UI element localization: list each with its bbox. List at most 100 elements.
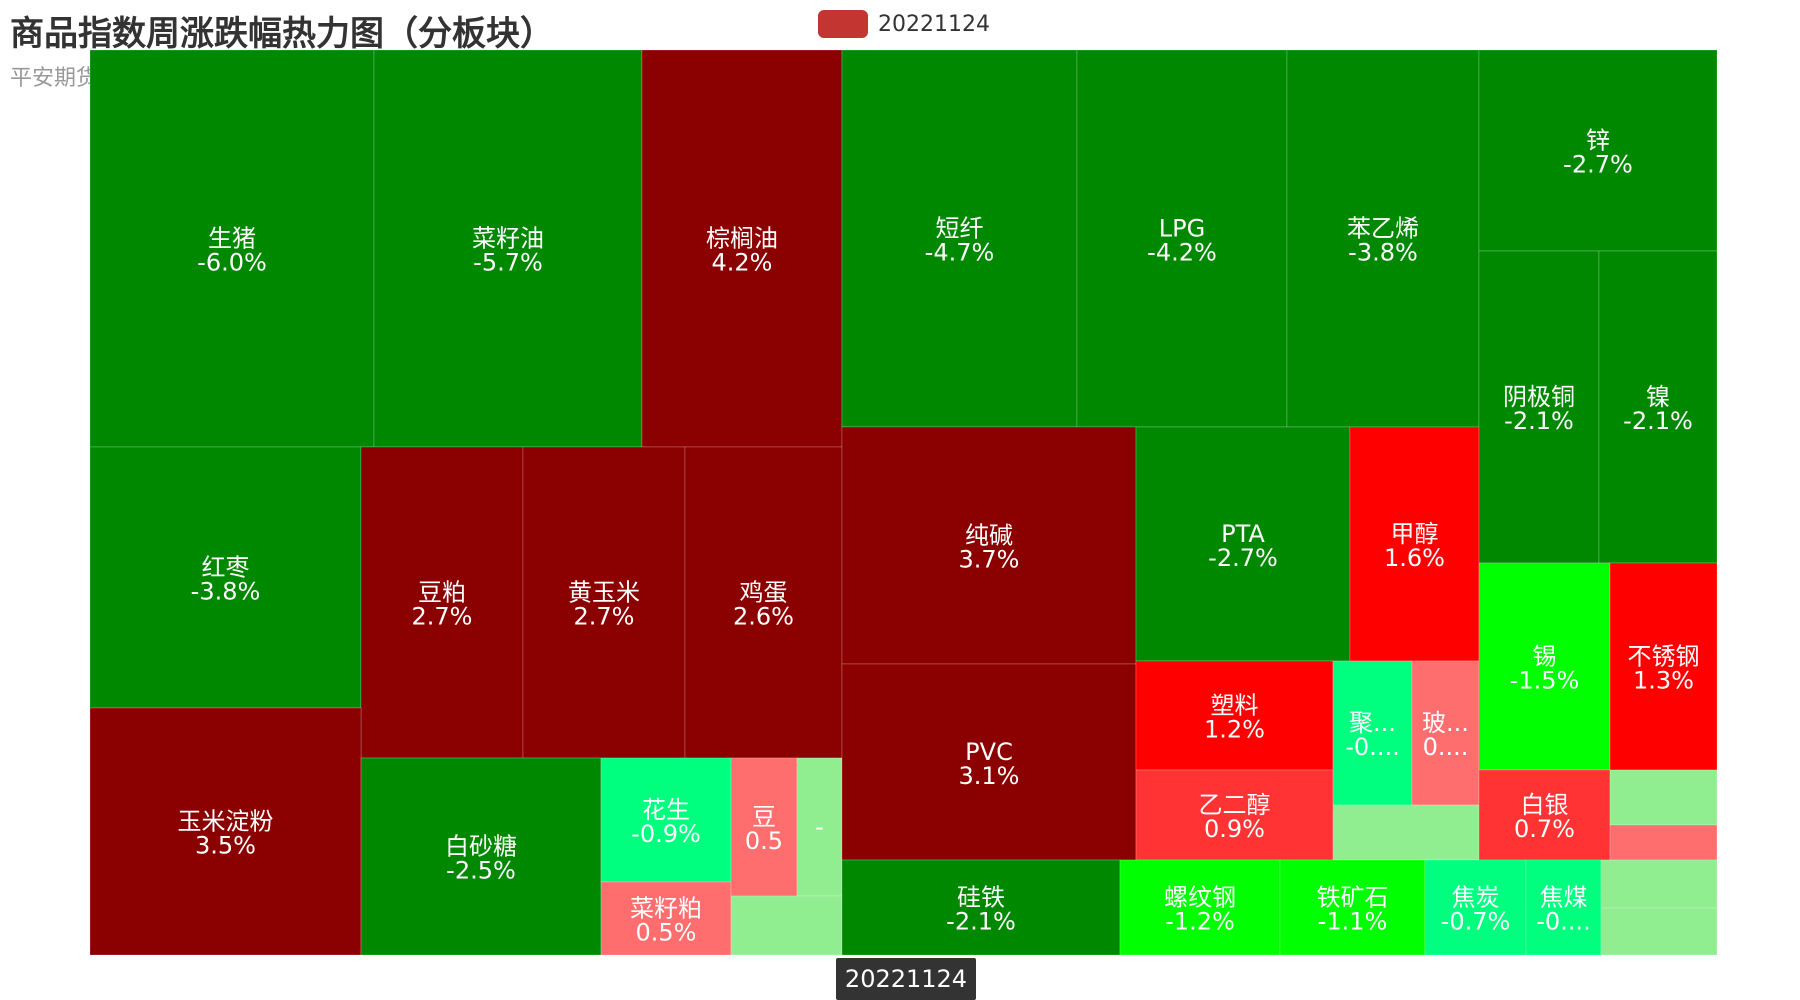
cell-value-label: 0.5% [636,919,697,947]
cell-value-label: -0.9% [631,820,701,848]
cell-value-label: -2.5% [446,857,516,885]
cell-value-label: -0.... [1536,908,1590,936]
treemap-cell[interactable] [730,895,843,956]
cell-name-label: 不锈钢 [1628,643,1700,671]
timeline-current-label[interactable]: 20221124 [836,958,976,1000]
cell-name-label: 甲醇 [1391,520,1439,548]
cell-value-label: 2.7% [574,603,635,631]
treemap-cell[interactable] [1332,660,1413,806]
treemap-cell[interactable] [1609,824,1718,861]
treemap-cell[interactable] [1609,562,1718,771]
treemap-cell[interactable] [1135,769,1334,861]
cell-value-label: -0.... [1345,733,1399,761]
legend-label[interactable]: 20221124 [878,11,990,37]
chart-title: 商品指数周涨跌幅热力图（分板块） [10,14,554,54]
legend[interactable]: 20221124 [818,10,990,38]
cell-value-label: -5.7% [473,249,543,277]
cell-name-label: 铁矿石 [1317,884,1389,912]
cell-name-label: 硅铁 [957,884,1005,912]
treemap-cell[interactable] [1279,859,1426,956]
cell-name-label: 锌 [1586,127,1610,155]
cell-value-label: -2.7% [1208,544,1278,572]
treemap-cell[interactable] [1478,562,1611,771]
cell-name-label: 锡 [1533,643,1557,671]
treemap-cell[interactable] [1411,660,1480,806]
cell-value-label: - [815,813,824,841]
cell-value-label: -2.1% [946,908,1016,936]
treemap-cell[interactable] [1598,250,1718,564]
treemap-cell[interactable] [600,881,732,956]
treemap-cell[interactable] [1119,859,1281,956]
treemap-cell[interactable] [1135,660,1334,771]
treemap-cell[interactable] [841,859,1121,956]
cell-name-label: 玉米淀粉 [178,808,274,836]
cell-value-label: 3.7% [959,546,1020,574]
treemap-cell[interactable] [89,49,375,448]
cell-value-label: 3.5% [195,832,256,860]
cell-value-label: -4.2% [1147,239,1217,267]
cell-value-label: -4.7% [925,239,995,267]
treemap-cell[interactable] [1478,250,1600,564]
treemap-cell[interactable] [730,757,798,897]
treemap-cell[interactable] [641,49,843,448]
treemap-cell[interactable] [1424,859,1527,956]
cell-value-label: -0.7% [1441,908,1511,936]
cell-name-label: 玻... [1422,709,1469,737]
cell-name-label: 花生 [642,796,690,824]
cell-value-label: 1.3% [1633,667,1694,695]
treemap-cell[interactable] [600,757,732,883]
cell-value-label: -1.5% [1510,667,1580,695]
cell-name-label: 焦炭 [1452,884,1500,912]
sector-group: 短纤-4.7%LPG-4.2%苯乙烯-3.8%纯碱3.7%PVC3.1%PTA-… [841,49,1480,861]
legend-swatch[interactable] [818,10,868,38]
treemap-cell[interactable] [1600,859,1718,909]
cell-name-label: PVC [965,738,1013,766]
treemap-cell[interactable] [841,426,1137,665]
cell-value-label: 2.6% [733,603,794,631]
cell-name-label: 短纤 [936,215,984,243]
chart-subtitle: 平安期货 [10,66,99,91]
cell-name-label: 菜籽油 [472,225,544,253]
cell-value-label: 2.7% [412,603,473,631]
treemap-cell[interactable] [522,446,686,759]
treemap-cell[interactable] [1478,49,1718,252]
cell-name-label: LPG [1159,215,1205,243]
treemap-cell[interactable] [1135,426,1351,662]
cell-value-label: -3.8% [191,578,261,606]
cell-value-label: 3.1% [959,762,1020,790]
cell-name-label: PTA [1221,520,1265,548]
cell-value-label: 0.9% [1204,815,1265,843]
treemap-cell[interactable] [796,757,843,897]
cell-name-label: 鸡蛋 [740,579,788,607]
cell-value-label: 0.7% [1514,815,1575,843]
cell-name-label: 苯乙烯 [1347,215,1419,243]
treemap-cell[interactable] [1349,426,1480,662]
treemap-cell[interactable] [360,757,602,956]
cell-value-label: -1.2% [1165,908,1235,936]
treemap-cell[interactable] [89,707,362,956]
cell-value-label: 0.... [1423,733,1469,761]
treemap-cell[interactable] [1332,804,1480,861]
cell-name-label: 豆粕 [418,579,466,607]
treemap-cell[interactable] [841,49,1078,428]
treemap-cell[interactable] [1609,769,1718,826]
treemap-cell[interactable] [1600,907,1718,956]
cell-name-label: 螺纹钢 [1164,884,1236,912]
cell-value-label: 1.6% [1384,544,1445,572]
cell-name-label: 阴极铜 [1503,383,1575,411]
cell-name-label: 棕榈油 [706,225,778,253]
treemap-cell[interactable] [89,446,362,709]
cell-name-label: 白银 [1521,791,1569,819]
cell-name-label: 菜籽粕 [630,895,702,923]
cell-name-label: 豆 [752,803,776,831]
cell-value-label: 0.5 [745,827,783,855]
treemap-cell[interactable] [1076,49,1288,428]
treemap-cell[interactable] [1525,859,1602,956]
cell-name-label: 镍 [1646,383,1670,411]
cell-value-label: -2.7% [1563,151,1633,179]
cell-value-label: -6.0% [197,249,267,277]
cell-name-label: 白砂糖 [445,833,517,861]
